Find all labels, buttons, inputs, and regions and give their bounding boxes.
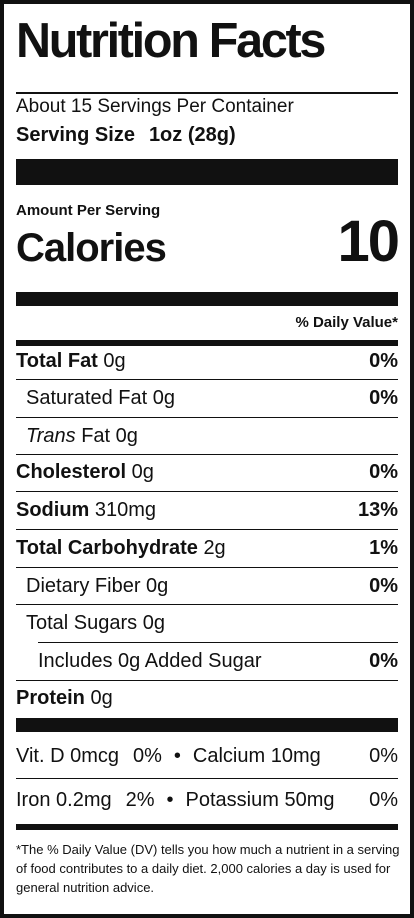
nutrient-name-rest: Fat 0g bbox=[81, 424, 138, 447]
row-divider bbox=[16, 454, 398, 455]
potassium: Potassium 50mg bbox=[185, 788, 335, 811]
thick-divider-vitamins bbox=[16, 718, 398, 732]
calories-label: Calories bbox=[16, 226, 167, 270]
nutrient-dv: 0% bbox=[369, 574, 398, 597]
iron-dv: 2% bbox=[125, 788, 155, 811]
thick-divider-calories bbox=[16, 292, 398, 306]
vitamin-d: Vit. D 0mcg bbox=[16, 744, 119, 767]
nutrient-row-total-carbohydrate: Total Carbohydrate 2g 1% bbox=[16, 531, 398, 565]
vitamin-row-1: Vit. D 0mcg 0% • Calcium 10mg 0% bbox=[16, 738, 398, 774]
nutrient-row-trans-fat: Trans Fat 0g bbox=[16, 419, 398, 453]
nutrient-row-total-fat: Total Fat 0g 0% bbox=[16, 344, 398, 378]
separator-dot: • bbox=[173, 744, 181, 767]
nutrient-dv: 1% bbox=[369, 536, 398, 559]
nutrient-row-dietary-fiber: Dietary Fiber 0g 0% bbox=[16, 569, 398, 603]
calcium-dv: 0% bbox=[369, 744, 398, 767]
panel-title: Nutrition Facts bbox=[16, 14, 326, 68]
nutrient-dv: 0% bbox=[369, 649, 398, 672]
nutrient-row-added-sugars: Includes 0g Added Sugar 0% bbox=[16, 644, 398, 678]
nutrient-name: Total Sugars 0g bbox=[26, 611, 165, 634]
serving-size-label: Serving Size bbox=[16, 124, 135, 146]
vitamin-d-dv: 0% bbox=[133, 744, 162, 767]
nutrient-name: Total Carbohydrate bbox=[16, 536, 198, 559]
row-divider bbox=[16, 680, 398, 681]
calcium: Calcium 10mg bbox=[192, 744, 321, 767]
nutrient-name: Total Fat bbox=[16, 349, 98, 372]
nutrient-name: Dietary Fiber 0g bbox=[26, 574, 169, 597]
nutrient-row-total-sugars: Total Sugars 0g bbox=[16, 606, 398, 640]
potassium-dv: 0% bbox=[369, 788, 398, 811]
vitamin-row-2: Iron 0.2mg 2% • Potassium 50mg 0% bbox=[16, 782, 398, 818]
nutrient-amount: 0g bbox=[90, 686, 113, 709]
nutrient-name: Includes 0g Added Sugar bbox=[38, 649, 262, 672]
nutrient-name: Sodium bbox=[16, 498, 90, 521]
nutrient-name-italic: Trans bbox=[26, 424, 76, 447]
nutrient-dv: 0% bbox=[369, 349, 398, 372]
amount-per-serving: Amount Per Serving bbox=[16, 202, 161, 219]
serving-size-value: 1oz (28g) bbox=[148, 124, 236, 146]
nutrient-name: Protein bbox=[16, 686, 85, 709]
title-divider bbox=[16, 92, 398, 94]
nutrient-row-saturated-fat: Saturated Fat 0g 0% bbox=[16, 381, 398, 415]
servings-per-container: About 15 Servings Per Container bbox=[16, 96, 294, 117]
daily-value-header: % Daily Value* bbox=[295, 314, 398, 331]
footnote-divider bbox=[16, 824, 398, 830]
row-divider bbox=[38, 642, 398, 643]
nutrient-amount: 0g bbox=[103, 349, 126, 372]
separator-dot: • bbox=[166, 788, 174, 811]
row-divider bbox=[16, 604, 398, 605]
row-divider bbox=[16, 417, 398, 418]
nutrient-amount: 2g bbox=[203, 536, 226, 559]
medium-divider bbox=[16, 340, 398, 346]
nutrient-amount: 0g bbox=[131, 460, 154, 483]
nutrient-row-protein: Protein 0g bbox=[16, 681, 398, 715]
nutrient-dv: 13% bbox=[357, 498, 398, 521]
row-divider bbox=[16, 379, 398, 380]
row-divider bbox=[16, 529, 398, 530]
nutrient-row-cholesterol: Cholesterol 0g 0% bbox=[16, 455, 398, 489]
row-divider bbox=[16, 778, 398, 779]
nutrient-name: Saturated Fat 0g bbox=[26, 386, 175, 409]
thick-divider-top bbox=[16, 159, 398, 185]
calories-value: 10 bbox=[337, 209, 399, 274]
iron: Iron 0.2mg bbox=[16, 788, 112, 811]
nutrient-name: Cholesterol bbox=[16, 460, 127, 483]
row-divider bbox=[16, 567, 398, 568]
nutrient-dv: 0% bbox=[369, 460, 398, 483]
nutrient-amount: 310mg bbox=[94, 498, 157, 521]
footnote: *The % Daily Value (DV) tells you how mu… bbox=[16, 842, 400, 895]
serving-size: Serving Size 1oz (28g) bbox=[16, 124, 398, 147]
nutrient-dv: 0% bbox=[369, 386, 398, 409]
row-divider bbox=[16, 491, 398, 492]
nutrient-row-sodium: Sodium 310mg 13% bbox=[16, 493, 398, 527]
